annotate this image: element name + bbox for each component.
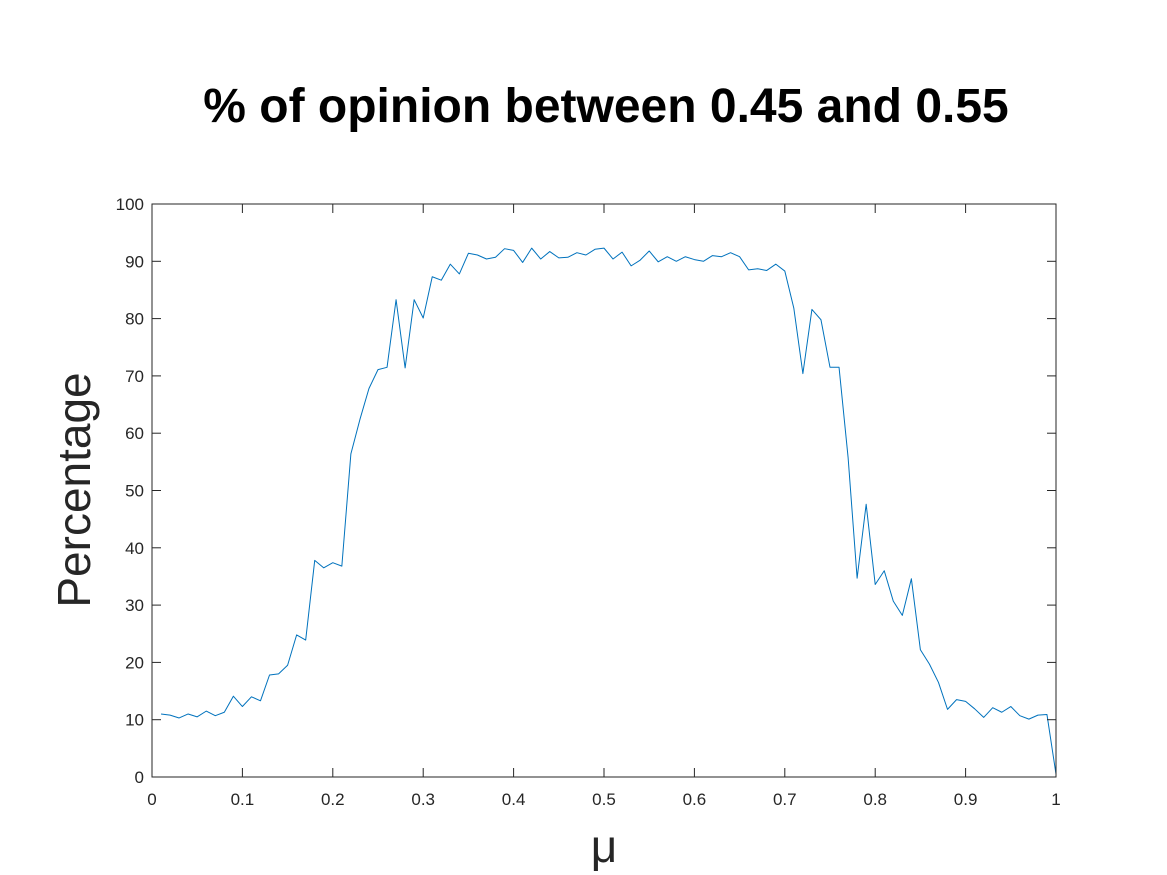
x-tick-label: 0.1 xyxy=(231,790,255,809)
x-axis-ticks: 0 0.1 0.2 0.3 0.4 0.5 0.6 0.7 0.8 0.9 1 xyxy=(147,204,1061,809)
y-tick-label: 90 xyxy=(125,252,144,271)
series-line-0 xyxy=(160,247,1057,775)
x-tick-label: 0.4 xyxy=(502,790,526,809)
y-tick-label: 10 xyxy=(125,711,144,730)
y-tick-label: 80 xyxy=(125,310,144,329)
plot-area xyxy=(152,204,1056,777)
y-tick-label: 0 xyxy=(135,768,144,787)
y-tick-label: 50 xyxy=(125,482,144,501)
y-tick-label: 20 xyxy=(125,653,144,672)
x-tick-label: 0.3 xyxy=(411,790,435,809)
x-tick-label: 0.5 xyxy=(592,790,616,809)
y-tick-label: 60 xyxy=(125,424,144,443)
y-axis-label: Percentage xyxy=(48,372,100,607)
y-tick-label: 40 xyxy=(125,539,144,558)
x-tick-label: 0.9 xyxy=(954,790,978,809)
y-tick-label: 100 xyxy=(116,195,144,214)
y-axis-ticks: 0 10 20 30 40 50 60 70 80 90 100 xyxy=(116,195,1056,787)
y-tick-label: 30 xyxy=(125,596,144,615)
x-tick-label: 1 xyxy=(1051,790,1060,809)
x-tick-label: 0.7 xyxy=(773,790,797,809)
y-tick-label: 70 xyxy=(125,367,144,386)
chart-title: % of opinion between 0.45 and 0.55 xyxy=(203,80,1009,133)
data-layer xyxy=(160,247,1057,775)
x-tick-label: 0.6 xyxy=(683,790,707,809)
x-tick-label: 0.8 xyxy=(863,790,887,809)
x-tick-label: 0.2 xyxy=(321,790,345,809)
x-tick-label: 0 xyxy=(147,790,156,809)
x-axis-label: μ xyxy=(591,820,618,872)
